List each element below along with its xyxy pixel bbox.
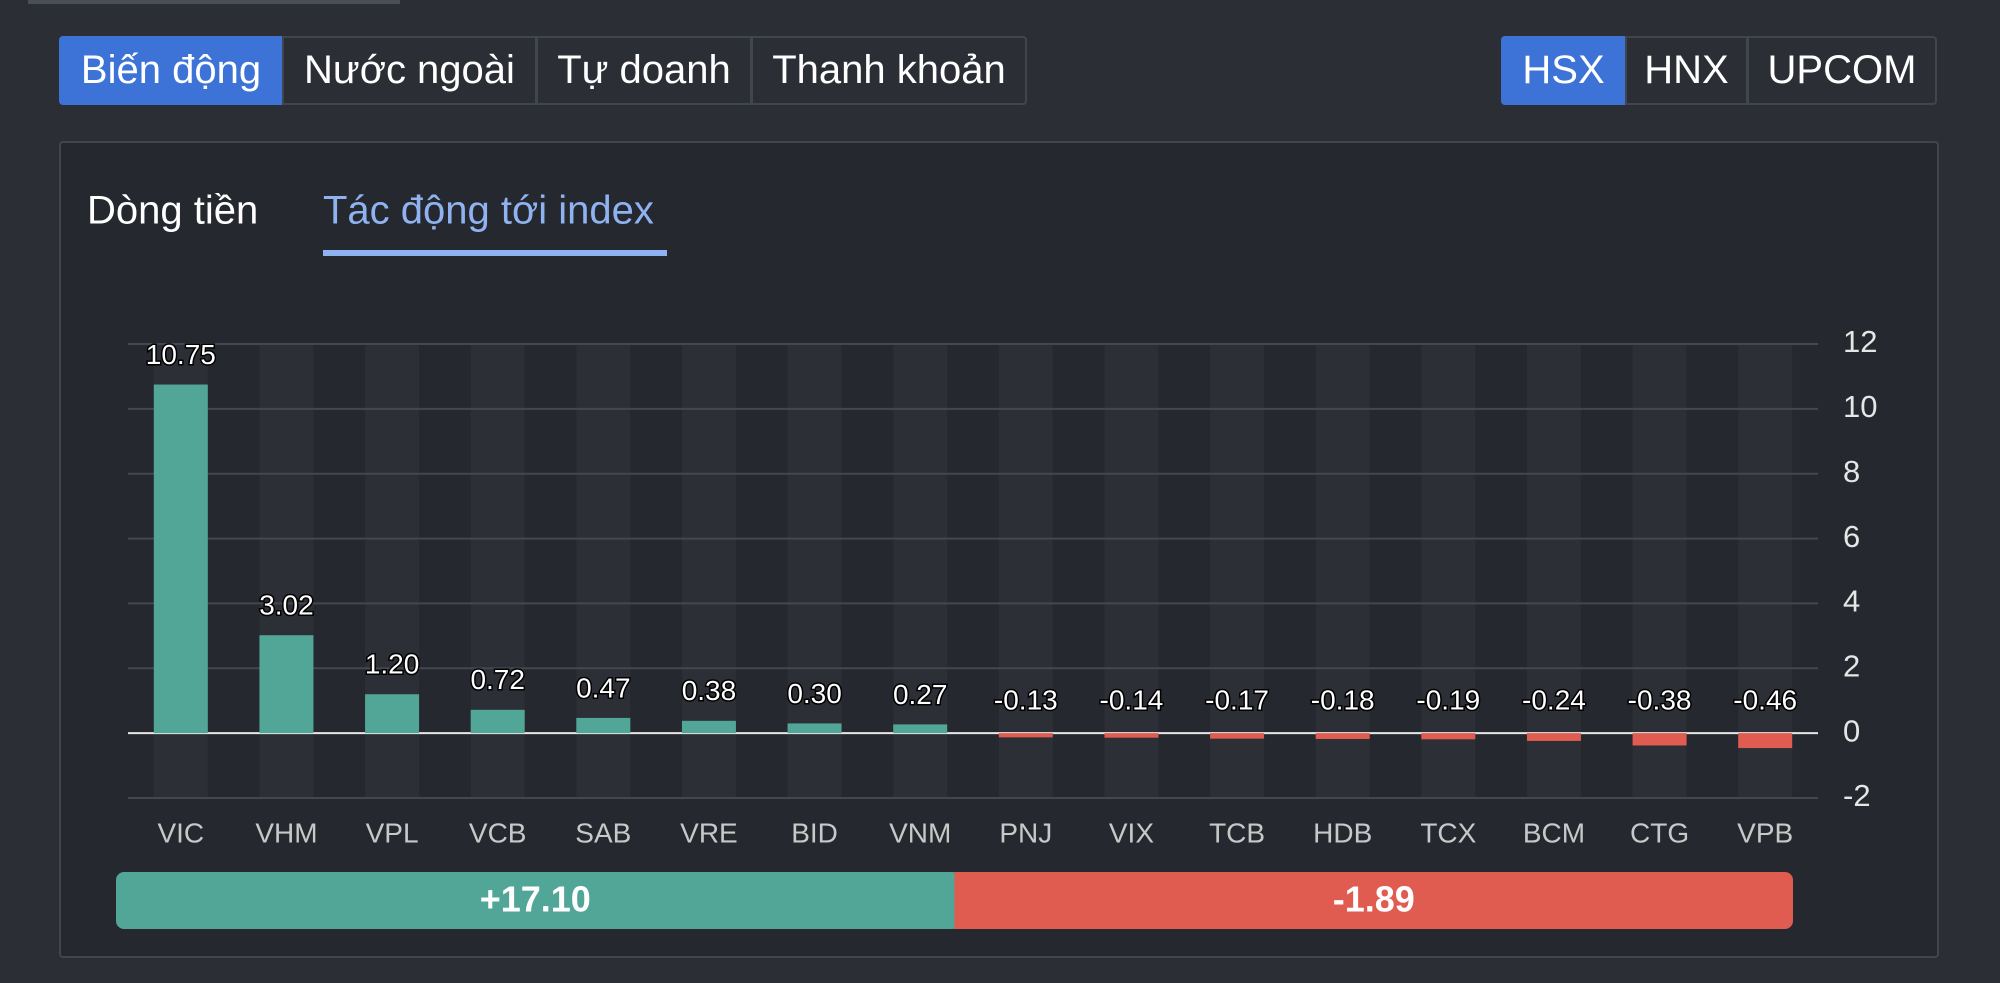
- subtab[interactable]: Dòng tiền: [87, 189, 258, 233]
- x-tick-label: VNM: [889, 817, 951, 848]
- y-tick-label: 0: [1843, 713, 1860, 748]
- tab[interactable]: Nước ngoài: [282, 36, 537, 105]
- data-label: -0.19: [1416, 685, 1480, 716]
- x-tick-label: VPB: [1737, 817, 1793, 848]
- column-stripe: [1210, 344, 1265, 798]
- bar: [1738, 733, 1793, 749]
- data-label: -0.46: [1733, 685, 1797, 716]
- summary-positive-label: +17.10: [480, 879, 591, 920]
- data-label: 0.27: [893, 679, 948, 710]
- data-label: 1.20: [365, 649, 420, 680]
- y-tick-label: 8: [1843, 454, 1860, 489]
- subtab-active[interactable]: Tác động tới index: [323, 189, 654, 233]
- x-tick-label: VIX: [1109, 817, 1154, 848]
- column-stripe: [998, 344, 1053, 798]
- exchange-tab[interactable]: HNX: [1625, 36, 1748, 105]
- scroll-indicator: [28, 0, 400, 4]
- x-tick-label: VPL: [366, 817, 419, 848]
- bar: [1526, 733, 1581, 741]
- y-tick-label: -2: [1843, 778, 1871, 813]
- exchange-tab[interactable]: UPCOM: [1747, 36, 1937, 105]
- bar: [365, 694, 420, 734]
- column-stripe: [1104, 344, 1159, 798]
- data-label: 0.30: [787, 678, 842, 709]
- x-tick-label: PNJ: [999, 817, 1052, 848]
- y-tick-label: 2: [1843, 648, 1860, 683]
- x-tick-label: VCB: [469, 817, 527, 848]
- summary-negative-label: -1.89: [1333, 879, 1415, 920]
- summary-positive: [116, 872, 961, 929]
- bar: [1632, 733, 1687, 746]
- column-stripe: [1632, 344, 1687, 798]
- data-label: 0.72: [470, 664, 525, 695]
- bar: [1421, 733, 1476, 740]
- x-tick-label: CTG: [1630, 817, 1689, 848]
- bar: [787, 723, 842, 734]
- x-tick-label: SAB: [575, 817, 631, 848]
- y-tick-label: 4: [1843, 584, 1860, 619]
- x-tick-label: VHM: [255, 817, 317, 848]
- data-label: 0.47: [576, 672, 631, 703]
- data-label: -0.14: [1100, 685, 1164, 716]
- summary-negative: [954, 872, 1793, 929]
- bar: [1210, 733, 1265, 739]
- data-label: 0.38: [682, 675, 737, 706]
- data-label: -0.24: [1522, 685, 1586, 716]
- x-tick-label: VRE: [680, 817, 738, 848]
- data-label: 3.02: [259, 590, 314, 621]
- column-stripe: [1315, 344, 1370, 798]
- subtab-underline: [323, 250, 667, 256]
- data-label: -0.38: [1628, 685, 1692, 716]
- bar: [1315, 733, 1370, 739]
- data-label: -0.17: [1205, 685, 1269, 716]
- exchange-tab[interactable]: HSX: [1501, 36, 1626, 105]
- data-label: -0.13: [994, 685, 1058, 716]
- x-tick-label: BCM: [1523, 817, 1585, 848]
- tab[interactable]: Thanh khoản: [751, 36, 1027, 105]
- x-tick-label: TCX: [1420, 817, 1476, 848]
- y-tick-label: 12: [1843, 324, 1877, 359]
- bar: [1104, 733, 1159, 738]
- x-tick-label: TCB: [1209, 817, 1265, 848]
- tab[interactable]: Tự doanh: [536, 36, 752, 105]
- data-label: 10.75: [146, 339, 216, 370]
- x-tick-label: HDB: [1313, 817, 1372, 848]
- column-stripe: [1526, 344, 1581, 798]
- column-stripe: [787, 344, 842, 798]
- tab[interactable]: Biến động: [59, 36, 283, 105]
- bar: [998, 733, 1053, 738]
- bar: [893, 724, 948, 734]
- summary-negative-edge: [954, 872, 965, 929]
- bar: [576, 717, 631, 734]
- x-tick-label: VIC: [157, 817, 204, 848]
- column-stripe: [1738, 344, 1793, 798]
- bar: [470, 709, 525, 734]
- y-tick-label: 6: [1843, 519, 1860, 554]
- x-tick-label: BID: [791, 817, 838, 848]
- data-label: -0.18: [1311, 685, 1375, 716]
- bar: [259, 635, 314, 734]
- y-tick-label: 10: [1843, 389, 1877, 424]
- column-stripe: [1421, 344, 1476, 798]
- column-stripe: [893, 344, 948, 798]
- bar: [681, 720, 736, 734]
- bar: [153, 384, 208, 734]
